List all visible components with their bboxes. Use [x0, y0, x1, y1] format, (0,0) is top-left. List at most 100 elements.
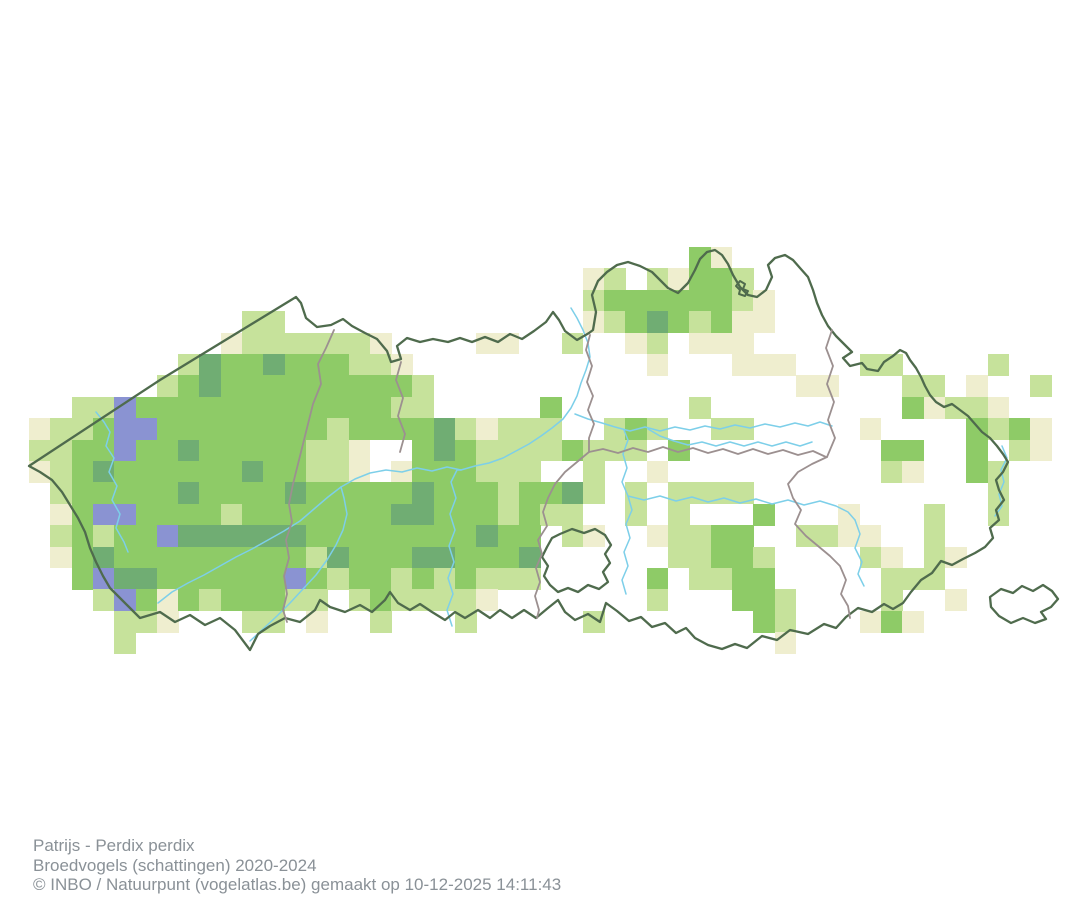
grid-cell	[114, 418, 136, 441]
grid-cell	[646, 461, 669, 483]
grid-cell	[327, 482, 349, 505]
grid-cell	[433, 461, 456, 483]
species-title: Patrijs - Perdix perdix	[33, 836, 195, 855]
grid-cell	[625, 439, 648, 462]
grid-cell	[305, 482, 328, 505]
grid-cell	[731, 546, 754, 569]
grid-cell	[668, 439, 690, 462]
grid-cell	[689, 311, 712, 334]
grid-cell	[902, 461, 925, 483]
grid-cell	[966, 461, 988, 483]
grid-cell	[966, 396, 988, 419]
grid-cell	[242, 396, 264, 419]
grid-cell	[348, 354, 371, 376]
grid-cell	[305, 503, 328, 526]
grid-cell	[263, 610, 286, 633]
grid-cell	[923, 503, 946, 526]
grid-cell	[540, 439, 562, 462]
grid-cell	[348, 332, 371, 355]
grid-cell	[731, 332, 754, 355]
grid-cell	[689, 332, 712, 355]
grid-cell	[327, 332, 349, 355]
grid-cell	[305, 525, 328, 548]
grid-cell	[178, 525, 200, 548]
grid-cell	[305, 354, 328, 376]
grid-cell	[455, 546, 477, 569]
grid-cell	[902, 396, 925, 419]
grid-cell	[199, 546, 222, 569]
grid-cell	[327, 546, 349, 569]
grid-cell	[305, 439, 328, 462]
grid-cell	[433, 568, 456, 590]
grid-cell	[710, 247, 733, 269]
grid-cell	[455, 589, 477, 612]
grid-cell	[710, 525, 733, 548]
grid-cell	[966, 375, 988, 398]
grid-cell	[284, 546, 307, 569]
grid-cell	[455, 525, 477, 548]
grid-cell	[1008, 439, 1031, 462]
grid-cell	[625, 482, 648, 505]
grid-cell	[369, 546, 392, 569]
grid-cell	[220, 375, 243, 398]
grid-cell	[220, 461, 243, 483]
grid-cell	[178, 482, 200, 505]
grid-cell	[795, 375, 818, 398]
grid-cell	[348, 418, 371, 441]
grid-cell	[135, 482, 158, 505]
grid-cell	[1030, 418, 1052, 441]
grid-cell	[923, 375, 946, 398]
grid-cell	[859, 610, 882, 633]
grid-cell	[987, 354, 1010, 376]
grid-cell	[625, 503, 648, 526]
grid-cell	[114, 396, 136, 419]
grid-cell	[476, 418, 499, 441]
grid-cell	[582, 482, 605, 505]
grid-cell	[710, 268, 733, 291]
grid-cell	[582, 461, 605, 483]
grid-cell	[135, 439, 158, 462]
grid-cell	[327, 461, 349, 483]
grid-cell	[774, 610, 797, 633]
grid-cell	[859, 354, 882, 376]
grid-cell	[391, 354, 413, 376]
grid-cell	[263, 439, 286, 462]
grid-cell	[668, 311, 690, 334]
grid-cell	[455, 610, 477, 633]
grid-cell	[923, 396, 946, 419]
grid-cell	[369, 482, 392, 505]
grid-cell	[242, 418, 264, 441]
grid-cell	[135, 546, 158, 569]
grid-cell	[902, 568, 925, 590]
grid-cell	[689, 546, 712, 569]
grid-cell	[476, 546, 499, 569]
grid-cell	[902, 610, 925, 633]
grid-cell	[156, 546, 179, 569]
grid-cell	[476, 568, 499, 590]
grid-cell	[646, 268, 669, 291]
grid-cell	[220, 332, 243, 355]
grid-cell	[668, 268, 690, 291]
grid-cell	[753, 354, 775, 376]
grid-cell	[199, 525, 222, 548]
grid-cell	[710, 568, 733, 590]
grid-cell	[774, 632, 797, 655]
grid-cell	[944, 546, 967, 569]
grid-cell	[987, 418, 1010, 441]
grid-cell	[923, 546, 946, 569]
grid-cell	[327, 503, 349, 526]
grid-cell	[817, 375, 839, 398]
grid-cell	[710, 289, 733, 312]
grid-cell	[199, 439, 222, 462]
grid-cell	[668, 546, 690, 569]
grid-cell	[859, 546, 882, 569]
grid-cell	[689, 247, 712, 269]
grid-cell	[156, 396, 179, 419]
grid-cell	[753, 568, 775, 590]
grid-cell	[156, 568, 179, 590]
grid-cell	[518, 418, 541, 441]
grid-cell	[50, 439, 73, 462]
map-caption: Patrijs - Perdix perdix Broedvogels (sch…	[33, 836, 561, 895]
grid-cell	[476, 332, 499, 355]
